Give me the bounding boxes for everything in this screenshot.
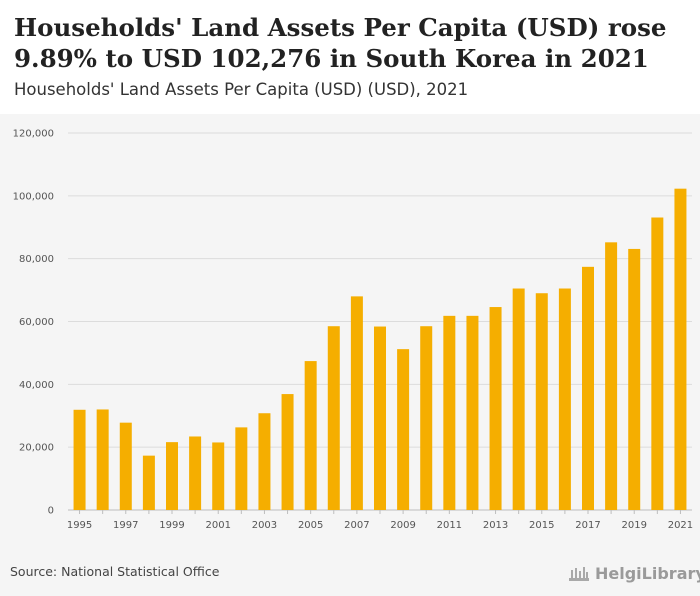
x-tick-label: 1999 — [159, 520, 184, 531]
bar-2019[interactable] — [628, 248, 641, 511]
bar-2007[interactable] — [350, 296, 363, 510]
bar-2010[interactable] — [420, 326, 433, 510]
x-tick-label: 2001 — [205, 520, 230, 531]
x-tick-label: 1995 — [67, 520, 92, 531]
bar-1995[interactable] — [73, 409, 86, 510]
y-axis-ticks: 0 20,000 40,000 60,000 80,000 100,000 120,000 — [13, 129, 54, 517]
chart-subtitle: Households' Land Assets Per Capita (USD)… — [14, 80, 469, 99]
x-tick-label: 2005 — [298, 520, 323, 531]
y-tick-label: 0 — [48, 506, 54, 517]
y-tick-label: 80,000 — [19, 254, 54, 265]
bar-2017[interactable] — [582, 266, 594, 510]
x-tick-label: 2007 — [344, 520, 369, 531]
bar-1998[interactable] — [142, 455, 155, 510]
y-tick-label: 20,000 — [19, 443, 54, 454]
logo-text: HelgiLibrary — [595, 563, 700, 583]
x-tick-label: 2021 — [668, 520, 693, 531]
x-axis-ticks: 1995 1997 1999 2001 2003 2005 2007 2009 2011 2013… — [67, 510, 693, 531]
x-tick-label: 2017 — [575, 520, 600, 531]
bar-2006[interactable] — [327, 326, 340, 510]
source-note: Source: National Statistical Office — [10, 564, 220, 579]
bar-2002[interactable] — [235, 427, 248, 510]
bar-2015[interactable] — [535, 293, 548, 510]
bar-2013[interactable] — [489, 307, 502, 510]
y-tick-label: 100,000 — [13, 191, 54, 202]
x-tick-label: 2003 — [252, 520, 277, 531]
bar-2016[interactable] — [558, 288, 571, 510]
x-tick-label: 2009 — [390, 520, 415, 531]
chart-title: Households' Land Assets Per Capita (USD)… — [14, 13, 667, 73]
bar-2008[interactable] — [374, 326, 386, 510]
bar-2004[interactable] — [281, 394, 294, 510]
header: Households' Land Assets Per Capita (USD)… — [0, 0, 700, 114]
bar-2005[interactable] — [304, 361, 317, 510]
x-tick-label: 2013 — [483, 520, 508, 531]
x-tick-label: 2019 — [621, 520, 646, 531]
bar-2000[interactable] — [189, 436, 202, 510]
bar-2018[interactable] — [605, 242, 618, 510]
x-tick-label: 2015 — [529, 520, 554, 531]
bar-1996[interactable] — [96, 409, 109, 510]
x-tick-label: 1997 — [113, 520, 138, 531]
y-tick-label: 120,000 — [13, 129, 54, 140]
bar-2012[interactable] — [466, 315, 479, 510]
bars — [73, 188, 687, 511]
bar-2001[interactable] — [212, 442, 225, 510]
y-tick-label: 60,000 — [19, 317, 54, 328]
bar-1997[interactable] — [119, 422, 132, 510]
bar-2020[interactable] — [651, 217, 664, 510]
bar-2014[interactable] — [512, 288, 525, 510]
helgi-library-logo[interactable]: HelgiLibrary — [567, 562, 700, 584]
bar-2009[interactable] — [397, 349, 410, 510]
bar-2011[interactable] — [443, 315, 456, 510]
bar-2003[interactable] — [258, 413, 271, 510]
bar-1999[interactable] — [166, 442, 178, 510]
x-tick-label: 2011 — [437, 520, 462, 531]
library-building-icon — [569, 567, 589, 581]
bar-2021[interactable] — [674, 188, 687, 510]
y-tick-label: 40,000 — [19, 380, 54, 391]
